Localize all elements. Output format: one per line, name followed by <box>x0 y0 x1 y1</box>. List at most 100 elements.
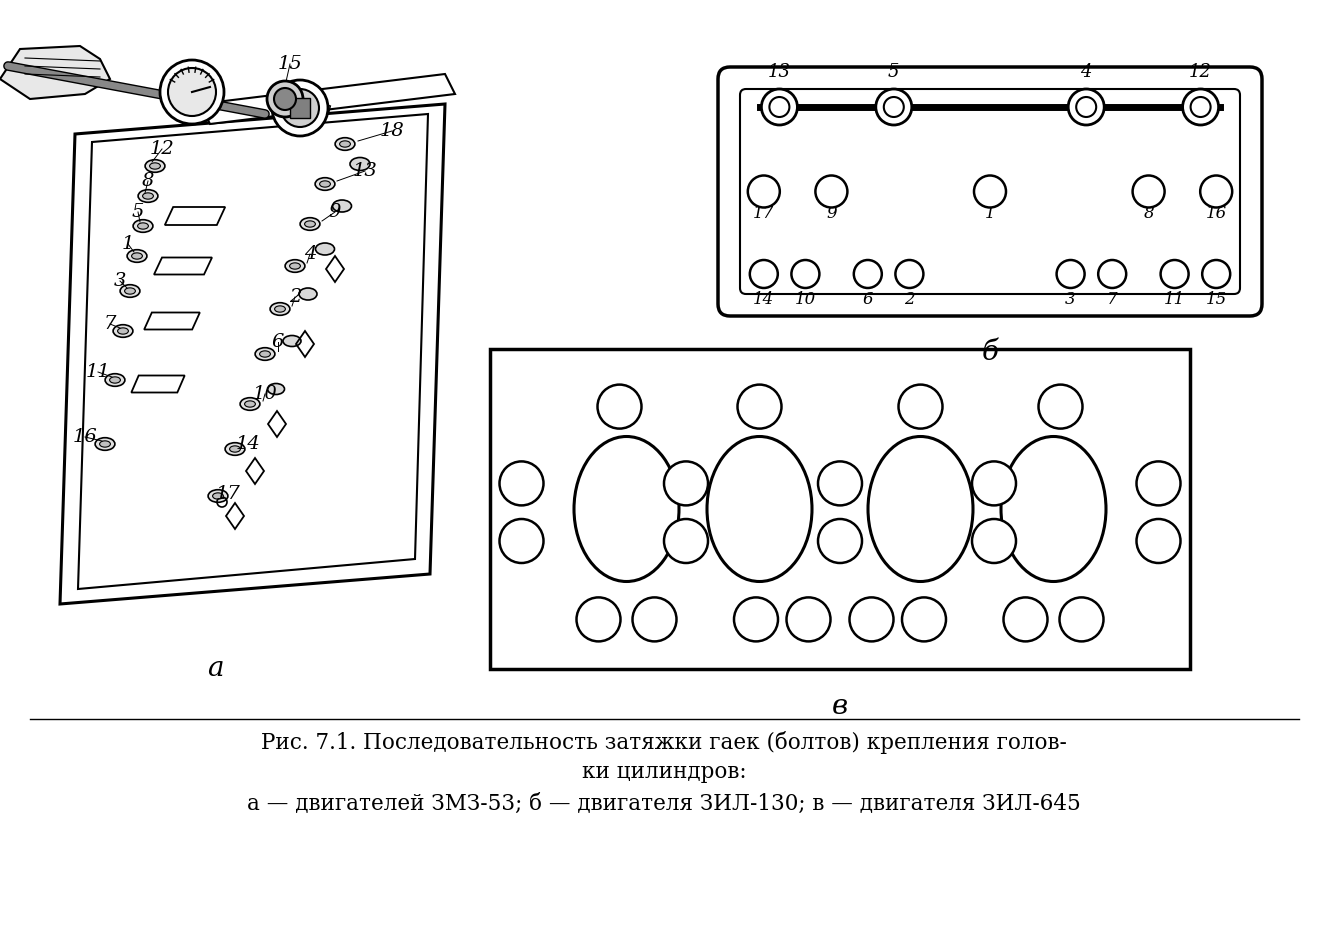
Text: 9: 9 <box>827 205 837 222</box>
Ellipse shape <box>868 436 973 582</box>
Ellipse shape <box>142 192 153 199</box>
Text: ки цилиндров:: ки цилиндров: <box>582 761 747 783</box>
Text: 3: 3 <box>114 272 126 290</box>
Text: 15: 15 <box>1205 291 1227 308</box>
Ellipse shape <box>707 436 812 582</box>
Text: 1: 1 <box>985 205 995 222</box>
Polygon shape <box>290 98 310 118</box>
Circle shape <box>664 519 708 563</box>
Circle shape <box>1038 385 1083 429</box>
Text: 4: 4 <box>1080 63 1092 81</box>
Text: 12: 12 <box>1189 63 1212 81</box>
Circle shape <box>280 89 319 127</box>
Text: 15: 15 <box>1051 400 1070 414</box>
Ellipse shape <box>113 325 133 337</box>
Text: 6: 6 <box>863 291 873 308</box>
Circle shape <box>762 89 797 125</box>
Text: 10: 10 <box>747 613 766 627</box>
Ellipse shape <box>150 163 161 169</box>
Circle shape <box>898 385 942 429</box>
Ellipse shape <box>574 436 679 582</box>
Circle shape <box>902 598 946 642</box>
Text: 2: 2 <box>835 476 845 490</box>
Ellipse shape <box>128 249 148 262</box>
Text: 20: 20 <box>512 476 532 490</box>
Ellipse shape <box>275 305 286 312</box>
Ellipse shape <box>213 493 223 499</box>
Circle shape <box>500 519 544 563</box>
Circle shape <box>853 260 882 288</box>
Text: 8: 8 <box>1143 205 1154 222</box>
Circle shape <box>577 598 621 642</box>
Text: в: в <box>832 694 848 720</box>
Ellipse shape <box>145 160 165 172</box>
Circle shape <box>1203 260 1231 288</box>
Circle shape <box>1069 89 1104 125</box>
Ellipse shape <box>209 489 227 502</box>
Ellipse shape <box>332 200 351 212</box>
Text: 2: 2 <box>904 291 914 308</box>
Ellipse shape <box>100 441 110 447</box>
Text: 10: 10 <box>253 385 278 403</box>
Ellipse shape <box>340 141 351 148</box>
Text: 13: 13 <box>1015 613 1035 627</box>
Text: 18: 18 <box>589 613 609 627</box>
Text: б: б <box>982 338 998 365</box>
Polygon shape <box>165 207 225 225</box>
Text: 12: 12 <box>676 534 696 548</box>
Text: а — двигателей ЗМЗ-53; б — двигателя ЗИЛ-130; в — двигателя ЗИЛ-645: а — двигателей ЗМЗ-53; б — двигателя ЗИЛ… <box>247 793 1080 815</box>
Text: 11: 11 <box>985 534 1003 548</box>
Polygon shape <box>0 46 110 99</box>
Circle shape <box>816 176 848 207</box>
Ellipse shape <box>117 328 129 334</box>
Circle shape <box>1003 598 1047 642</box>
Text: 5: 5 <box>132 203 144 221</box>
Text: 13: 13 <box>352 162 377 180</box>
Ellipse shape <box>105 374 125 387</box>
Text: 14: 14 <box>754 291 775 308</box>
Circle shape <box>1057 260 1084 288</box>
Ellipse shape <box>125 288 136 294</box>
Ellipse shape <box>133 219 153 233</box>
Circle shape <box>274 88 296 110</box>
FancyBboxPatch shape <box>718 67 1263 316</box>
Text: Рис. 7.1. Последовательность затяжки гаек (болтов) крепления голов-: Рис. 7.1. Последовательность затяжки гае… <box>260 730 1067 754</box>
Circle shape <box>1183 89 1219 125</box>
Text: а: а <box>207 656 223 683</box>
Text: 14: 14 <box>235 435 260 453</box>
Text: 17: 17 <box>215 485 241 503</box>
Ellipse shape <box>299 288 318 300</box>
Ellipse shape <box>270 303 290 316</box>
Ellipse shape <box>315 243 335 255</box>
Circle shape <box>1160 260 1188 288</box>
Circle shape <box>1059 598 1103 642</box>
Polygon shape <box>132 375 185 392</box>
Circle shape <box>738 385 781 429</box>
Text: 12: 12 <box>150 140 174 158</box>
Ellipse shape <box>283 335 300 347</box>
Text: 17: 17 <box>1071 613 1091 627</box>
Ellipse shape <box>259 351 270 357</box>
Text: 6: 6 <box>755 400 764 414</box>
Text: 5: 5 <box>888 63 900 81</box>
Text: 7: 7 <box>920 613 929 627</box>
Text: 4: 4 <box>916 400 925 414</box>
Text: 13: 13 <box>768 63 791 81</box>
Circle shape <box>1132 176 1164 207</box>
Text: 11: 11 <box>85 363 110 381</box>
Circle shape <box>1098 260 1126 288</box>
Circle shape <box>272 80 328 136</box>
Text: 17: 17 <box>754 205 775 222</box>
Ellipse shape <box>132 253 142 259</box>
Circle shape <box>267 81 303 117</box>
Circle shape <box>633 598 676 642</box>
Circle shape <box>1136 461 1180 505</box>
Circle shape <box>664 461 708 505</box>
Circle shape <box>787 598 831 642</box>
Ellipse shape <box>304 220 315 227</box>
Circle shape <box>876 89 912 125</box>
Polygon shape <box>60 104 445 604</box>
Ellipse shape <box>350 158 369 171</box>
Text: 7: 7 <box>104 315 116 333</box>
Ellipse shape <box>96 438 114 450</box>
